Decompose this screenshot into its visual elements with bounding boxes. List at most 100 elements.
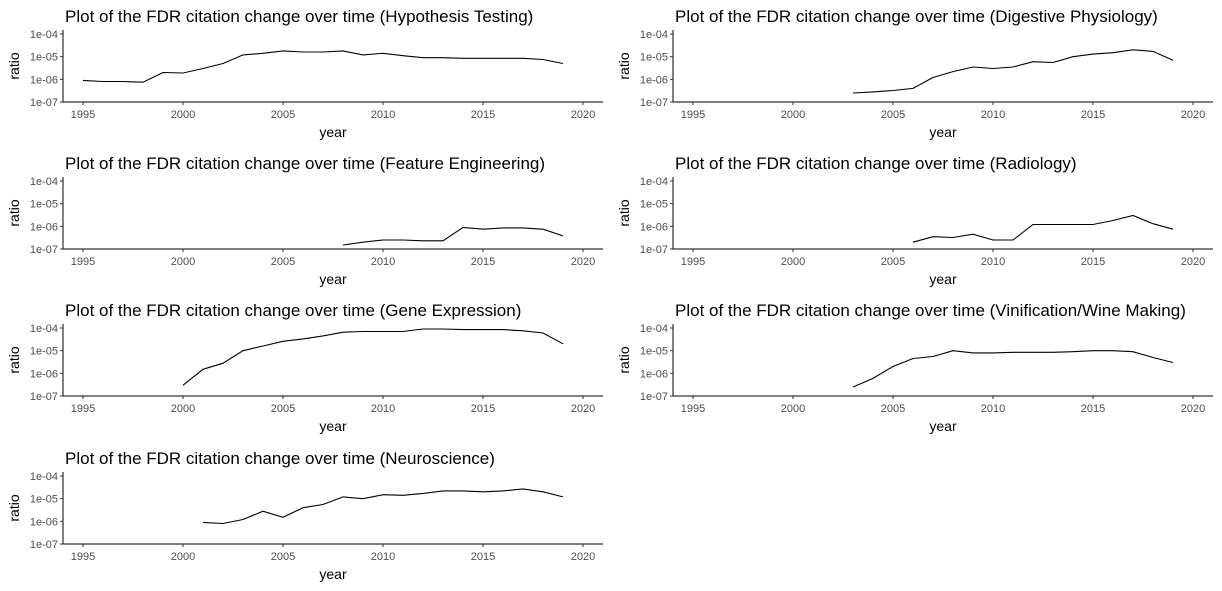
- x-axis-title: year: [319, 418, 347, 434]
- x-tick-label: 1995: [681, 109, 705, 121]
- y-tick-label: 1e-07: [30, 391, 58, 403]
- y-tick-label: 1e-07: [30, 539, 58, 551]
- y-tick-label: 1e-07: [640, 97, 668, 109]
- y-tick-label: 1e-04: [30, 323, 58, 335]
- x-tick-label: 2005: [271, 403, 295, 415]
- x-tick-label: 2020: [1181, 256, 1205, 268]
- x-tick-label: 2000: [171, 109, 195, 121]
- x-tick-label: 2000: [781, 109, 805, 121]
- x-tick-label: 2010: [981, 109, 1005, 121]
- x-tick-label: 2005: [881, 256, 905, 268]
- y-tick-label: 1e-07: [30, 244, 58, 256]
- x-axis-title: year: [929, 124, 957, 140]
- x-tick-label: 2005: [271, 551, 295, 563]
- x-tick-label: 2010: [981, 403, 1005, 415]
- x-tick-label: 2005: [881, 109, 905, 121]
- y-tick-label: 1e-07: [640, 244, 668, 256]
- x-tick-label: 2005: [271, 109, 295, 121]
- x-tick-label: 2020: [571, 256, 595, 268]
- y-tick-label: 1e-04: [30, 471, 58, 483]
- x-tick-label: 2000: [781, 403, 805, 415]
- y-tick-label: 1e-05: [30, 346, 58, 358]
- y-tick-label: 1e-05: [30, 494, 58, 506]
- y-tick-label: 1e-04: [640, 176, 668, 188]
- series-line: [852, 350, 1174, 388]
- y-tick-label: 1e-04: [640, 323, 668, 335]
- x-tick-label: 2015: [1081, 109, 1105, 121]
- panel-title: Plot of the FDR citation change over tim…: [65, 449, 495, 468]
- x-tick-label: 2000: [781, 256, 805, 268]
- y-axis-title: ratio: [6, 199, 22, 226]
- y-tick-label: 1e-07: [640, 391, 668, 403]
- y-tick-label: 1e-07: [30, 97, 58, 109]
- x-tick-label: 2020: [1181, 109, 1205, 121]
- x-axis-title: year: [319, 124, 347, 140]
- y-tick-label: 1e-05: [30, 52, 58, 64]
- series-line: [912, 214, 1174, 243]
- chart-panel-5: Plot of the FDR citation change over tim…: [6, 301, 603, 434]
- y-tick-label: 1e-06: [640, 221, 668, 233]
- x-tick-label: 2000: [171, 403, 195, 415]
- x-tick-label: 1995: [71, 403, 95, 415]
- x-tick-label: 2010: [981, 256, 1005, 268]
- series-line: [182, 328, 564, 386]
- x-tick-label: 1995: [71, 109, 95, 121]
- series-line: [82, 50, 564, 83]
- x-axis-title: year: [929, 271, 957, 287]
- x-tick-label: 2020: [571, 403, 595, 415]
- y-axis-title: ratio: [616, 199, 632, 226]
- panel-title: Plot of the FDR citation change over tim…: [65, 154, 545, 173]
- y-tick-label: 1e-06: [640, 368, 668, 380]
- y-tick-label: 1e-06: [640, 74, 668, 86]
- y-tick-label: 1e-05: [640, 199, 668, 211]
- y-tick-label: 1e-04: [30, 176, 58, 188]
- y-tick-label: 1e-04: [30, 29, 58, 41]
- x-tick-label: 2000: [171, 551, 195, 563]
- y-tick-label: 1e-06: [30, 516, 58, 528]
- x-tick-label: 2015: [1081, 403, 1105, 415]
- chart-panel-7: Plot of the FDR citation change over tim…: [6, 449, 603, 582]
- x-tick-label: 2010: [371, 551, 395, 563]
- x-tick-label: 2015: [471, 256, 495, 268]
- chart-panel-3: Plot of the FDR citation change over tim…: [6, 154, 603, 287]
- y-axis-title: ratio: [6, 346, 22, 373]
- y-tick-label: 1e-06: [30, 221, 58, 233]
- x-tick-label: 2010: [371, 256, 395, 268]
- y-tick-label: 1e-06: [30, 368, 58, 380]
- panel-title: Plot of the FDR citation change over tim…: [65, 301, 521, 320]
- x-axis-title: year: [319, 271, 347, 287]
- y-tick-label: 1e-05: [30, 199, 58, 211]
- chart-panel-1: Plot of the FDR citation change over tim…: [6, 7, 603, 140]
- y-tick-label: 1e-06: [30, 74, 58, 86]
- x-tick-label: 2000: [171, 256, 195, 268]
- x-tick-label: 2015: [471, 109, 495, 121]
- x-tick-label: 2010: [371, 109, 395, 121]
- x-axis-title: year: [929, 418, 957, 434]
- y-axis-title: ratio: [6, 494, 22, 521]
- chart-panel-2: Plot of the FDR citation change over tim…: [616, 7, 1213, 140]
- chart-panel-4: Plot of the FDR citation change over tim…: [616, 154, 1213, 287]
- x-tick-label: 2010: [371, 403, 395, 415]
- x-axis-title: year: [319, 566, 347, 582]
- series-line: [342, 226, 564, 246]
- x-tick-label: 1995: [71, 256, 95, 268]
- x-tick-label: 2020: [1181, 403, 1205, 415]
- x-tick-label: 1995: [681, 403, 705, 415]
- y-axis-title: ratio: [616, 346, 632, 373]
- x-tick-label: 2015: [471, 551, 495, 563]
- chart-panel-6: Plot of the FDR citation change over tim…: [616, 301, 1213, 434]
- panel-title: Plot of the FDR citation change over tim…: [65, 7, 533, 26]
- x-tick-label: 2020: [571, 551, 595, 563]
- x-tick-label: 2020: [571, 109, 595, 121]
- x-tick-label: 2015: [471, 403, 495, 415]
- x-tick-label: 1995: [681, 256, 705, 268]
- series-line: [852, 49, 1174, 94]
- y-tick-label: 1e-05: [640, 52, 668, 64]
- panel-title: Plot of the FDR citation change over tim…: [675, 154, 1077, 173]
- y-axis-title: ratio: [616, 52, 632, 79]
- series-line: [202, 488, 564, 525]
- x-tick-label: 2015: [1081, 256, 1105, 268]
- x-tick-label: 2005: [271, 256, 295, 268]
- y-tick-label: 1e-04: [640, 29, 668, 41]
